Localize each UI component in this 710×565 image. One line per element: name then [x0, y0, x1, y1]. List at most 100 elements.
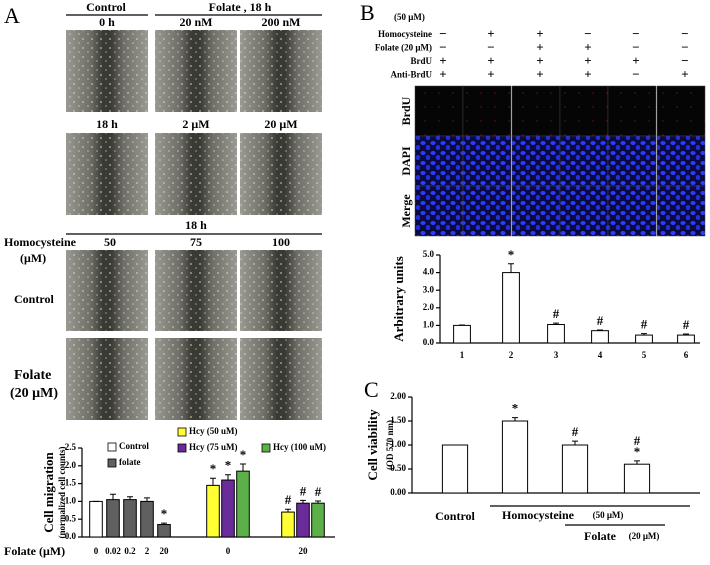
microscopy-texture — [66, 30, 148, 112]
condition-unit: (50 μM) — [394, 12, 425, 22]
header: Control — [86, 0, 126, 14]
image-label: 2 μM — [182, 117, 209, 131]
significance-mark: * — [161, 506, 168, 521]
significance-mark: * — [210, 461, 217, 476]
y-tick-label: 5.0 — [423, 249, 435, 259]
microscopy-image — [559, 185, 609, 237]
significance-mark: # — [641, 317, 648, 332]
condition-sign: − — [681, 53, 688, 68]
error-bar — [225, 474, 231, 481]
error-bar — [300, 499, 306, 504]
bar — [106, 499, 120, 538]
column-label: 75 — [190, 235, 202, 249]
error-bar — [240, 463, 246, 472]
legend-label: Hcy (75 uM) — [189, 442, 238, 452]
microscopy-image — [607, 185, 657, 237]
microscopy-texture — [155, 338, 237, 420]
condition-sign: − — [632, 26, 639, 41]
condition-sign: + — [681, 66, 688, 81]
microscopy-texture — [155, 250, 237, 331]
y-axis-sublabel: (normalized cell counts) — [57, 447, 67, 539]
y-tick-label: 4.0 — [423, 267, 435, 277]
x-tick-label: 2 — [509, 350, 514, 360]
error-bar — [572, 440, 578, 445]
significance-mark: * — [225, 458, 232, 473]
significance-mark: # — [634, 433, 641, 448]
bar — [501, 420, 529, 494]
microscopy-texture — [240, 133, 322, 215]
row-label: Folate — [14, 368, 51, 383]
image-row-label: Merge — [399, 194, 413, 228]
x-tick-label: 0.02 — [105, 546, 121, 556]
condition-sign: + — [487, 26, 494, 41]
bar — [221, 479, 235, 538]
y-tick-label: 1.0 — [423, 319, 435, 329]
x-tick-label: 6 — [684, 350, 689, 360]
bar — [623, 463, 651, 494]
x-tick-label: 2 — [145, 546, 150, 556]
y-tick-label: 1.00 — [390, 439, 406, 449]
x-tick-label: 20 — [299, 546, 309, 556]
legend-label: folate — [119, 457, 141, 467]
y-tick-label: 1.5 — [65, 478, 77, 488]
x-tick-label: 20 — [160, 546, 170, 556]
x-tick-label: 0.2 — [124, 546, 136, 556]
condition-label: Folate (20 μM) — [375, 43, 432, 53]
image-label: 20 nM — [180, 15, 213, 29]
bar — [441, 444, 469, 494]
row-label: Homocysteine — [4, 235, 77, 249]
microscopy-image — [511, 185, 561, 237]
condition-sign: + — [536, 39, 543, 54]
error-bar — [641, 333, 647, 336]
bar — [236, 470, 250, 538]
x-group-label: Homocysteine — [502, 508, 575, 522]
microscopy-image — [607, 85, 657, 137]
x-axis-label: Folate (μM) — [4, 544, 65, 558]
significance-mark: # — [300, 483, 307, 498]
row-label: Control — [14, 292, 54, 306]
microscopy-image — [462, 135, 512, 187]
error-bar — [144, 497, 150, 502]
y-tick-label: 0.5 — [65, 513, 77, 523]
microscopy-image — [656, 135, 706, 187]
condition-sign: + — [584, 53, 591, 68]
x-tick-label: 3 — [554, 350, 559, 360]
condition-sign: + — [536, 26, 543, 41]
microscopy-image — [511, 85, 561, 137]
significance-mark: # — [553, 306, 560, 321]
row-label: (μM) — [20, 251, 46, 265]
condition-label: Homocysteine — [378, 29, 432, 39]
bar — [502, 272, 520, 344]
bar — [89, 500, 103, 538]
condition-sign: + — [439, 66, 446, 81]
error-bar — [597, 329, 603, 331]
microscopy-texture — [155, 133, 237, 215]
image-label: 200 nM — [262, 15, 301, 29]
bar — [453, 324, 471, 344]
y-tick-label: 2.0 — [423, 302, 435, 312]
condition-sign: + — [584, 39, 591, 54]
bar — [561, 444, 589, 494]
significance-mark: * — [240, 447, 247, 462]
legend-label: Hcy (100 uM) — [273, 442, 326, 452]
error-bar — [285, 508, 291, 513]
microscopy-image — [414, 185, 464, 237]
image-label: 0 h — [99, 15, 115, 29]
y-tick-label: 0.50 — [390, 463, 406, 473]
y-tick-label: 0.0 — [423, 337, 435, 347]
row-label: (20 μM) — [10, 386, 58, 401]
condition-sign: − — [487, 39, 494, 54]
x-tick-label: 5 — [642, 350, 647, 360]
y-axis-label: Cell viability — [365, 409, 380, 481]
significance-mark: # — [572, 424, 579, 439]
bar — [635, 334, 653, 344]
x-tick-label: Control — [435, 509, 475, 523]
brdu-images — [414, 85, 706, 237]
condition-sign: + — [536, 66, 543, 81]
legend-swatch — [261, 443, 271, 453]
bar — [206, 484, 220, 538]
error-bar — [508, 263, 514, 273]
panel-label: A — [4, 3, 20, 28]
x-tick-label: 4 — [598, 350, 603, 360]
legend-swatch — [177, 427, 187, 437]
